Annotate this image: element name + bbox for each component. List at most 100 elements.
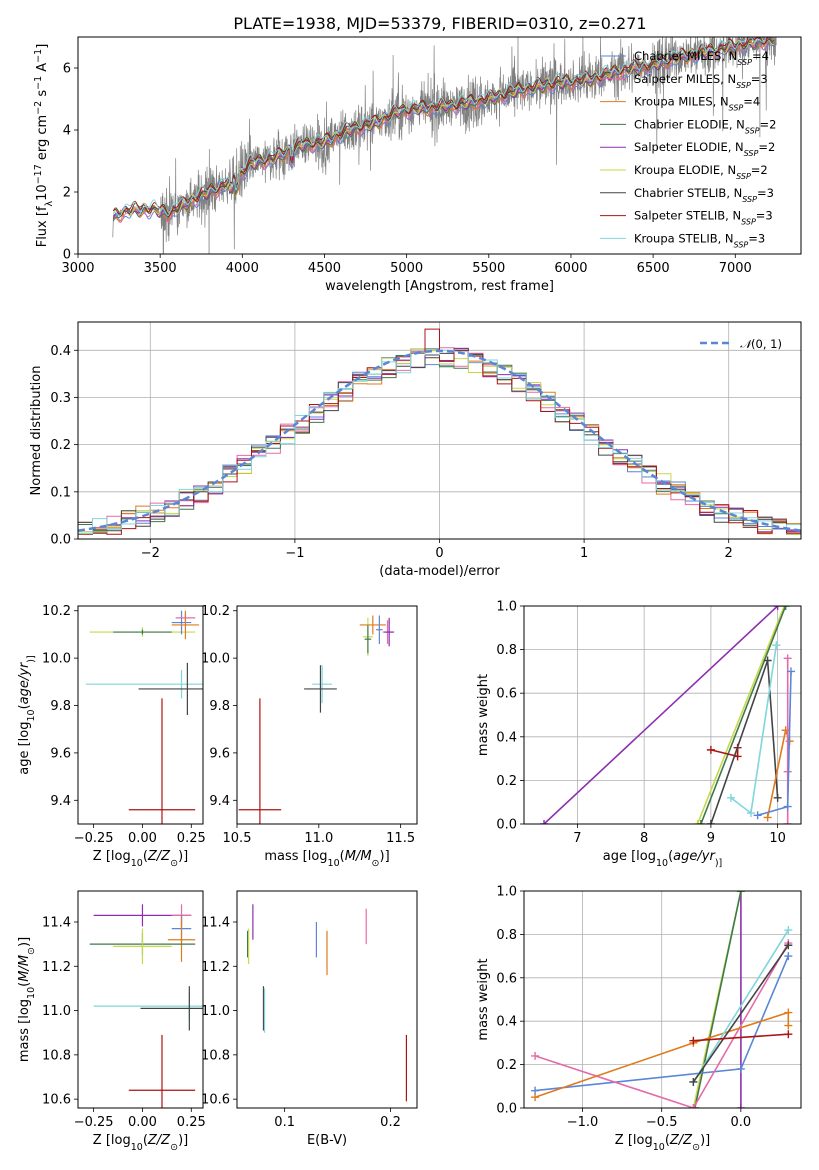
x-axis-label-part: 10	[131, 858, 143, 869]
grid-lines	[524, 890, 801, 1109]
weight-line	[543, 606, 779, 824]
weight-marker	[689, 1104, 698, 1108]
y-tick-label: 0.8	[496, 928, 517, 943]
residual-histogram-panel: −2 −1 0 1 2 0.0 0.1 0.2 0.3 0.4 (data-model)/error…	[29, 321, 802, 579]
weight-marker	[736, 1064, 745, 1073]
y-tick-label: 2	[63, 186, 71, 201]
x-tick-label: 3500	[144, 261, 177, 276]
weight-marker	[783, 767, 792, 776]
ticks: −2 −1 0 1 2 0.0 0.1 0.2 0.3 0.4	[50, 344, 733, 561]
legend-sub: SSP	[737, 58, 752, 67]
y-axis-label: age [log10(age/yr)]	[17, 655, 37, 774]
grid-lines	[524, 605, 801, 825]
observed-spectrum	[112, 37, 777, 254]
ticks: 3000 3500 4000 4500 5000 5500 6000 6500 7000 0 2 4 6	[61, 62, 751, 277]
y-tick-label: 0.2	[50, 438, 71, 453]
x-tick-label: 10.5	[223, 831, 252, 846]
x-tick-label: 0.00	[128, 1115, 157, 1130]
age-vs-metallicity-panel: −0.25 0.00 0.259.49.69.810.010.2Z [log10(Z…	[17, 604, 206, 869]
y-tick-label: 0.0	[496, 1102, 517, 1117]
x-axis-label: age [log10(age/yr)]	[603, 849, 722, 869]
weight-marker	[783, 802, 792, 811]
y-axis-label-part: −2	[33, 101, 44, 115]
y-tick-label: 10.0	[42, 652, 71, 667]
y-axis-label-part: 10	[35, 184, 50, 201]
x-tick-label: 0.25	[177, 1115, 206, 1130]
weight-marker	[531, 1051, 540, 1060]
weight-marker	[540, 820, 549, 824]
weight-marker	[753, 811, 762, 820]
x-axis-label-part: M/M	[345, 849, 372, 864]
y-tick-label: 11.2	[42, 960, 71, 975]
x-tick-label: 11.0	[304, 831, 333, 846]
weight-marker	[696, 820, 705, 824]
x-tick-label: 8	[640, 831, 648, 846]
x-axis-label-part: )]	[178, 849, 188, 864]
legend-count: =3	[748, 231, 765, 245]
y-tick-label: 0.4	[496, 1015, 517, 1030]
legend-sub: SSP	[741, 217, 756, 226]
ticks: −0.25 0.00 0.25 9.4 9.6 9.8 10.0 10.2	[42, 604, 206, 846]
y-tick-label: 1.0	[496, 600, 517, 615]
x-axis-label-part: Z [log	[93, 1133, 131, 1148]
x-axis-label: Z [log10(Z/Z⊙)]	[93, 1133, 188, 1153]
y-tick-label: 10.6	[201, 1093, 230, 1108]
x-axis-label: Z [log10(Z/Z⊙)]	[615, 1133, 710, 1153]
x-axis-label-part: Z/Z	[147, 849, 171, 864]
legend-name: Salpeter STELIB, N	[634, 209, 741, 223]
x-tick-label: 5500	[472, 261, 505, 276]
data-layer	[540, 606, 795, 824]
x-tick-label: 0.2	[380, 1115, 401, 1130]
x-axis-label-part: (	[668, 849, 673, 864]
x-axis-label-part: Z/Z	[669, 1133, 693, 1148]
y-axis-label-part: erg cm	[35, 115, 50, 164]
ticks: −1.0 −0.5 0.0 0.0 0.2 0.4 0.6 0.8 1.0	[496, 885, 751, 1131]
weight-marker	[772, 641, 781, 650]
weight-line	[534, 1011, 790, 1098]
y-tick-label: 9.6	[209, 746, 230, 761]
data-layer	[238, 615, 395, 824]
weight-line	[692, 929, 789, 1083]
x-axis-label-part: Z [log	[615, 1133, 653, 1148]
data-layer	[112, 37, 777, 254]
weight-marker	[784, 941, 793, 950]
x-tick-label: −0.5	[646, 1115, 678, 1130]
weight-marker	[706, 745, 715, 754]
weight-marker	[763, 813, 772, 822]
weight-vs-metallicity-panel: −1.0 −0.5 0.0 0.0 0.2 0.4 0.6 0.8 1.0 Z [log10(Z/…	[476, 885, 802, 1153]
x-tick-label: 5000	[390, 261, 423, 276]
x-axis-label-part: Z/Z	[147, 1133, 171, 1148]
y-tick-label: 1.0	[496, 885, 517, 900]
weight-line	[693, 1033, 789, 1042]
x-tick-label: 7000	[719, 261, 752, 276]
weight-marker	[784, 952, 793, 961]
data-layer	[531, 891, 793, 1108]
y-axis-label-part: age/yr	[17, 661, 32, 704]
y-tick-label: 10.2	[201, 604, 230, 619]
axes-frame	[236, 890, 418, 1109]
x-tick-label: 0.00	[128, 831, 157, 846]
y-tick-label: 10.0	[201, 652, 230, 667]
y-axis-label: mass [log10(M/M⊙)]	[17, 937, 37, 1062]
x-axis-label: E(B-V)	[307, 1133, 347, 1148]
legend-count: =2	[751, 163, 768, 177]
x-tick-label: −1.0	[567, 1115, 599, 1130]
ticks: 0.1 0.2 10.6 10.8 11.0 11.2 11.4	[201, 916, 401, 1131]
legend-name: Salpeter ELODIE, N	[634, 140, 744, 154]
model-spectrum	[112, 37, 774, 218]
legend-name: Kroupa ELODIE, N	[634, 163, 736, 177]
y-tick-label: 0.2	[496, 774, 517, 789]
y-tick-label: 0.6	[496, 971, 517, 986]
x-axis-label-part: ⊙	[170, 858, 178, 869]
ticks: 7 8 9 10 0.0 0.2 0.4 0.6 0.8 1.0	[496, 600, 786, 847]
x-tick-label: 10	[769, 831, 786, 846]
normal-curve	[78, 349, 801, 532]
legend-sub: SSP	[744, 149, 759, 158]
weight-marker	[763, 656, 772, 665]
x-axis-label-part: )]	[715, 858, 722, 869]
y-tick-label: 9.8	[209, 699, 230, 714]
x-axis-label-part: ⊙	[372, 858, 380, 869]
weight-marker	[736, 891, 745, 895]
residual-histogram	[78, 349, 801, 539]
